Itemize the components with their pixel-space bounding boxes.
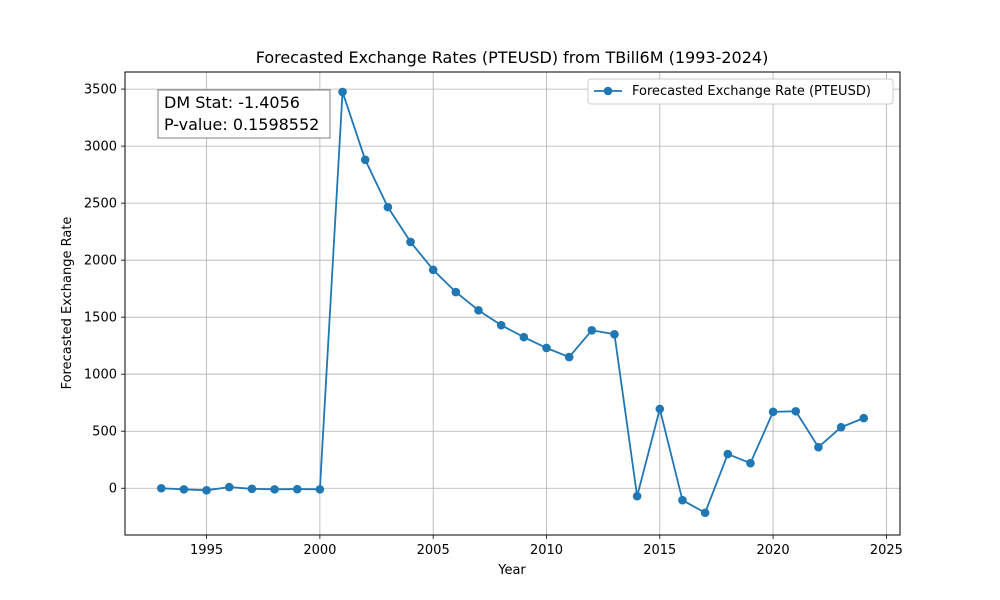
x-axis-label: Year [497, 563, 526, 578]
data-point [315, 485, 325, 494]
x-tick-label: 2025 [870, 543, 903, 558]
data-point [610, 329, 619, 339]
data-point [474, 306, 483, 315]
plot-frame [124, 71, 901, 536]
legend-marker-swatch [603, 86, 613, 96]
data-point [791, 406, 801, 416]
dm-stat-text: DM Stat: -1.4056 [164, 93, 300, 112]
data-point [632, 491, 642, 501]
y-tick-label: 1000 [84, 368, 117, 383]
data-point [678, 495, 687, 505]
data-point [428, 265, 438, 275]
data-point [768, 407, 778, 417]
y-tick-label: 1500 [84, 311, 117, 326]
y-tick-label: 500 [92, 425, 117, 440]
y-tick-label: 3000 [84, 140, 117, 155]
x-tick-label: 2020 [757, 543, 790, 558]
data-point [292, 484, 302, 494]
data-point [700, 508, 710, 518]
data-point [746, 458, 755, 468]
data-point [814, 442, 823, 452]
data-point [156, 483, 166, 493]
p-value-text: P-value: 0.1598552 [164, 115, 319, 134]
stats-annotation-box [157, 89, 331, 139]
data-point [179, 485, 189, 494]
y-tick-label: 2500 [84, 197, 117, 212]
chart-title: Forecasted Exchange Rates (PTEUSD) from … [256, 48, 769, 67]
data-point [723, 449, 733, 459]
y-tick-label: 3500 [84, 83, 117, 98]
x-tick-label: 1995 [190, 543, 223, 558]
x-tick-label: 2005 [417, 543, 450, 558]
data-point [202, 485, 211, 495]
data-point [587, 325, 597, 335]
data-point [360, 155, 370, 165]
data-point [542, 343, 551, 353]
data-point [406, 237, 415, 247]
data-point [655, 404, 665, 414]
data-point [224, 482, 234, 492]
data-point [836, 422, 846, 432]
y-tick-label: 0 [109, 482, 117, 497]
data-point [383, 202, 393, 212]
data-point [270, 485, 279, 494]
legend-box [587, 78, 894, 105]
legend-label: Forecasted Exchange Rate (PTEUSD) [632, 84, 871, 99]
data-point [519, 332, 529, 342]
y-axis-label: Forecasted Exchange Rate [60, 217, 75, 390]
y-tick-label: 2000 [84, 254, 117, 269]
x-tick-label: 2010 [530, 543, 563, 558]
x-tick-label: 2015 [643, 543, 676, 558]
data-point [859, 413, 869, 423]
data-point [451, 287, 461, 297]
ticks: 1995 2000 2005 2010 2015 2020 2025 0 500 1000 1500… [84, 83, 903, 558]
legend: Forecasted Exchange Rate (PTEUSD) [587, 78, 894, 105]
data-point [338, 87, 347, 97]
data-layer [156, 87, 869, 518]
data-point [247, 484, 257, 494]
stats-annotation: DM Stat: -1.4056 P-value: 0.1598552 [157, 89, 331, 139]
data-point [564, 352, 574, 362]
data-point [496, 320, 506, 330]
x-tick-label: 2000 [303, 543, 336, 558]
